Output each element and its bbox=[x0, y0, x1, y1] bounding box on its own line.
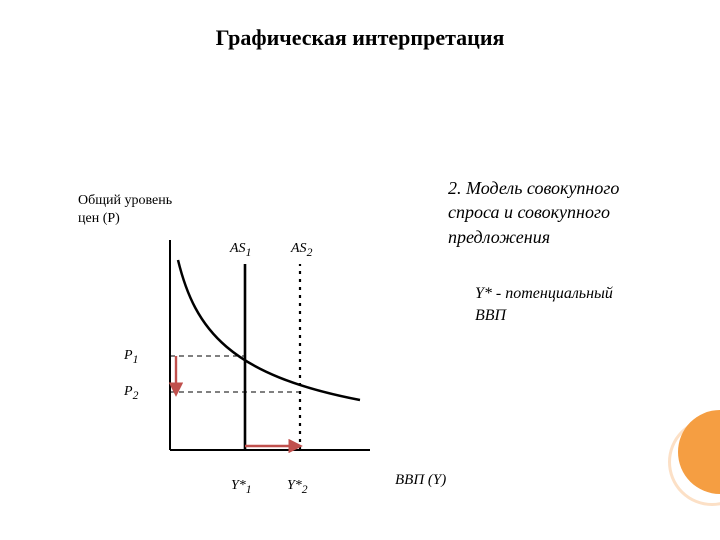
ystar2-label: Y*2 bbox=[287, 478, 308, 496]
ystar1-label: Y*1 bbox=[231, 478, 252, 496]
ad-as-chart bbox=[0, 0, 720, 540]
as1-label: AS1 bbox=[230, 241, 251, 259]
p2-label: P2 bbox=[124, 384, 138, 402]
as2-label: AS2 bbox=[291, 241, 312, 259]
x-axis-title: ВВП (Y) bbox=[395, 472, 446, 489]
p1-label: P1 bbox=[124, 348, 138, 366]
